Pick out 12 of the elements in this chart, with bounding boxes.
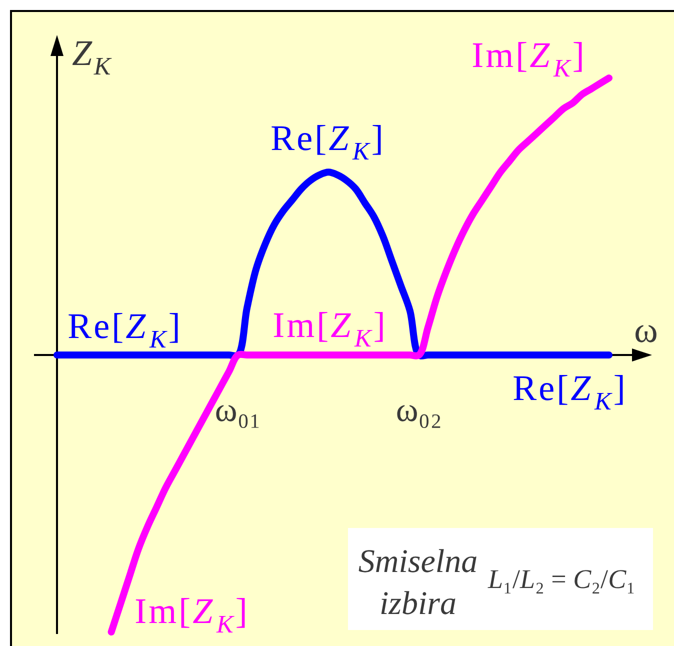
series-label: Re[Z$_{K}$] <box>68 306 182 354</box>
x-axis-title: ω <box>634 310 658 350</box>
x-tick-label: ω₀₁ <box>214 392 262 430</box>
annotation: L₁/L₂ = C₂/C₁ <box>487 564 636 594</box>
x-tick-label: ω₀₂ <box>396 392 442 430</box>
text: Im[Z$_{K}$] <box>134 591 250 638</box>
text: Re[Z$_{K}$] <box>512 368 628 416</box>
text: Im[Z$_{K}$] <box>472 35 586 82</box>
series-label: Im[Z$_{K}$] <box>272 305 388 352</box>
y-axis-title: Z$_{K}$ <box>72 33 112 80</box>
text: Re[Z$_{K}$] <box>270 118 386 166</box>
annotation: Smiselna izbira <box>358 544 478 622</box>
